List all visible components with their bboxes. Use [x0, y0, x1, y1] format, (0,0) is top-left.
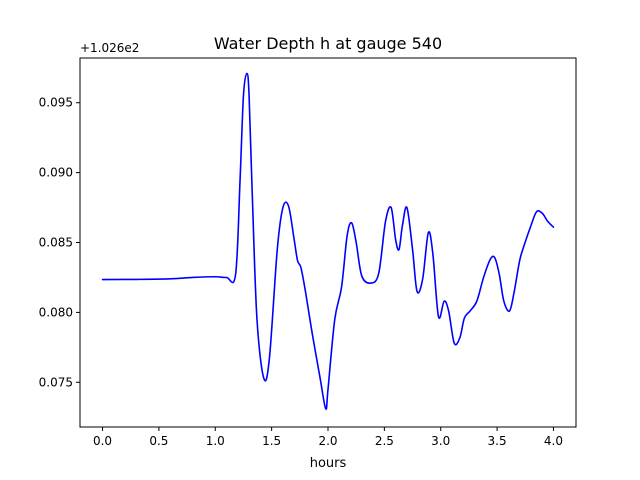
- chart-title: Water Depth h at gauge 540: [214, 34, 442, 53]
- axes-frame: [79, 57, 577, 428]
- x-tick-label: 1.0: [206, 434, 225, 448]
- series-line: [101, 72, 555, 410]
- y-tick-label: 0.095: [39, 96, 73, 110]
- y-offset-text: +1.026e2: [80, 41, 139, 55]
- x-tick-label: 1.5: [262, 434, 281, 448]
- y-axis: 0.075 0.080 0.085 0.090 0.095: [39, 96, 80, 389]
- x-tick-label: 3.5: [488, 434, 507, 448]
- plot-area: [101, 72, 555, 410]
- y-tick-label: 0.090: [39, 166, 73, 180]
- x-axis-label: hours: [310, 456, 347, 471]
- x-tick-label: 0.5: [149, 434, 168, 448]
- x-tick-label: 0.0: [93, 434, 112, 448]
- y-tick-label: 0.085: [39, 236, 73, 250]
- x-tick-label: 4.0: [544, 434, 563, 448]
- x-axis: 0.0 0.5 1.0 1.5 2.0 2.5 3.0 3.5 4.0: [93, 427, 563, 448]
- x-tick-label: 3.0: [431, 434, 450, 448]
- y-tick-label: 0.075: [39, 375, 73, 389]
- y-tick-label: 0.080: [39, 305, 73, 319]
- x-tick-label: 2.0: [318, 434, 337, 448]
- x-tick-label: 2.5: [375, 434, 394, 448]
